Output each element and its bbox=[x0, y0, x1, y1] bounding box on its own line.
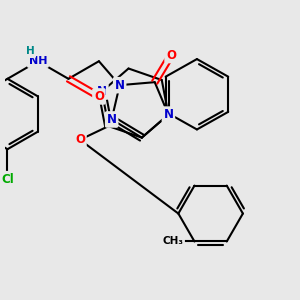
Text: NH: NH bbox=[29, 56, 47, 66]
Text: N: N bbox=[164, 108, 173, 121]
Text: O: O bbox=[166, 49, 176, 62]
Text: O: O bbox=[75, 133, 85, 146]
Text: N: N bbox=[115, 79, 125, 92]
Text: H: H bbox=[26, 46, 34, 56]
Text: N: N bbox=[97, 85, 107, 98]
Text: O: O bbox=[94, 90, 104, 103]
Text: N: N bbox=[107, 113, 117, 126]
Text: CH₃: CH₃ bbox=[163, 236, 184, 247]
Text: Cl: Cl bbox=[1, 172, 14, 186]
